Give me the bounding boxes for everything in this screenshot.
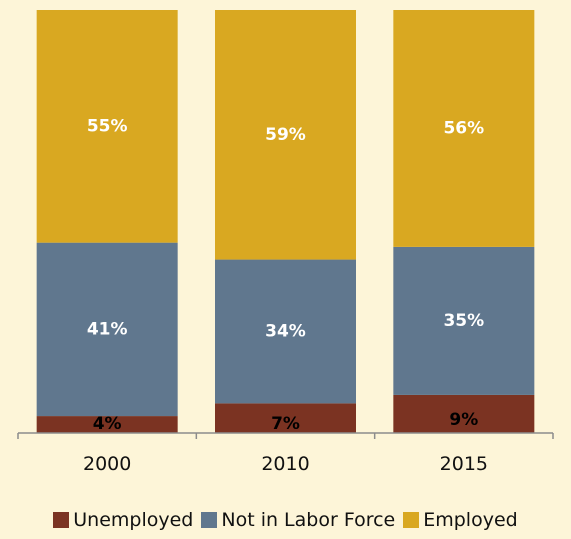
bar-employed-2000 bbox=[36, 10, 178, 243]
bar-not-in-labor-force-2010 bbox=[215, 259, 356, 404]
legend-swatch-employed bbox=[403, 512, 420, 528]
data-label-unemployed-2000: 4% bbox=[93, 414, 122, 434]
legend-item-unemployed: Unemployed bbox=[53, 509, 193, 531]
data-label-not-in-labor-force-2010: 34% bbox=[265, 321, 306, 341]
stacked-bar-chart: 4% 41% 55% 2000 7% 34% 59% 2010 9% 35% 56% 2015 bbox=[17, 10, 554, 475]
legend-label-not-in-labor-force: Not in Labor Force bbox=[221, 509, 396, 531]
data-label-employed-2015: 56% bbox=[443, 118, 484, 138]
data-label-not-in-labor-force-2015: 35% bbox=[443, 311, 484, 331]
bar-unemployed-2015 bbox=[393, 394, 535, 433]
legend-item-employed: Employed bbox=[403, 509, 518, 531]
data-label-employed-2010: 59% bbox=[265, 125, 306, 145]
legend: Unemployed Not in Labor Force Employed bbox=[0, 509, 571, 531]
legend-label-employed: Employed bbox=[423, 509, 518, 531]
bar-not-in-labor-force-2015 bbox=[393, 246, 535, 395]
bar-employed-2015 bbox=[393, 10, 535, 247]
x-tick-label-2000: 2000 bbox=[83, 453, 131, 475]
legend-item-not-in-labor-force: Not in Labor Force bbox=[201, 509, 395, 531]
data-label-unemployed-2010: 7% bbox=[271, 414, 300, 434]
bar-employed-2010 bbox=[215, 10, 356, 260]
legend-label-unemployed: Unemployed bbox=[73, 509, 194, 531]
legend-swatch-unemployed bbox=[53, 512, 70, 528]
x-tick-label-2015: 2015 bbox=[440, 453, 488, 475]
data-label-not-in-labor-force-2000: 41% bbox=[87, 319, 128, 339]
legend-swatch-not-in-labor-force bbox=[201, 512, 218, 528]
data-label-employed-2000: 55% bbox=[87, 116, 128, 136]
bar-unemployed-2010 bbox=[215, 403, 356, 433]
data-label-unemployed-2015: 9% bbox=[449, 410, 478, 430]
bar-unemployed-2000 bbox=[36, 416, 178, 433]
x-tick-label-2010: 2010 bbox=[261, 453, 309, 475]
bar-not-in-labor-force-2000 bbox=[36, 242, 178, 417]
